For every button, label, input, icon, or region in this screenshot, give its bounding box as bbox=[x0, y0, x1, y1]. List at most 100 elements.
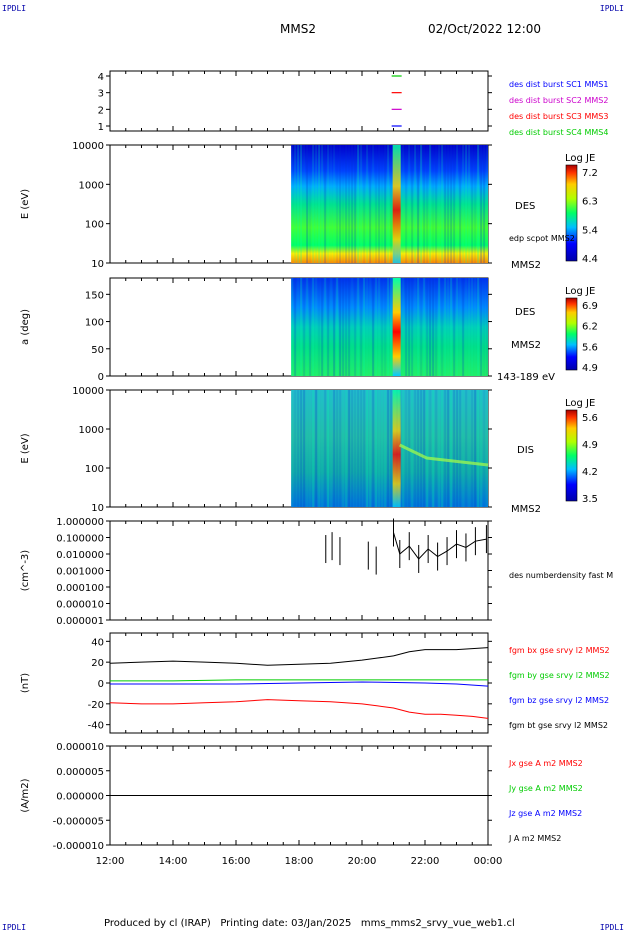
panel2-y-tick-label: 100 bbox=[85, 220, 104, 231]
panel3-stripe bbox=[345, 278, 348, 376]
panel3-stripe bbox=[408, 278, 411, 376]
panel4-stripe bbox=[480, 390, 483, 507]
panel4-stripe bbox=[435, 390, 438, 507]
panel4-stripe bbox=[324, 390, 327, 507]
x-tick-label: 00:00 bbox=[474, 856, 503, 867]
panel3-spectrogram-fill bbox=[291, 278, 488, 376]
panel3-stripe bbox=[429, 278, 432, 376]
panel2-stripe bbox=[435, 145, 438, 263]
panel4-stripe bbox=[369, 390, 372, 507]
panel2-stripe bbox=[474, 145, 477, 263]
panel2-stripe bbox=[306, 145, 309, 263]
panel4-stripe bbox=[483, 390, 486, 507]
panel2-stripe bbox=[417, 145, 420, 263]
panel3-stripe bbox=[417, 278, 420, 376]
panel3-stripe bbox=[336, 278, 339, 376]
panel2-stripe bbox=[453, 145, 456, 263]
x-tick-label: 18:00 bbox=[285, 856, 314, 867]
panel2-stripe bbox=[420, 145, 423, 263]
panel4-stripe bbox=[318, 390, 321, 507]
panel7-legend-2: Jy gse A m2 MMS2 bbox=[508, 784, 583, 793]
panel3-stripe bbox=[294, 278, 297, 376]
panel7-y-label: (A/m2) bbox=[20, 778, 31, 812]
panel5-y-label: (cm^-3) bbox=[20, 550, 31, 591]
plot-layer: 1 2 3 4 des dist burst SC1 MMS1 des dist burs… bbox=[20, 70, 613, 867]
panel3-stripe bbox=[306, 278, 309, 376]
panel4-stripe bbox=[321, 390, 324, 507]
panel5-y-tick-label: 0.000100 bbox=[56, 583, 104, 594]
panel4-stripe bbox=[336, 390, 339, 507]
panel3-colorbar-tick: 5.6 bbox=[582, 342, 598, 353]
x-tick-label: 14:00 bbox=[159, 856, 188, 867]
panel2-stripe bbox=[423, 145, 426, 263]
panel7-y-tick-label: 0.000010 bbox=[56, 742, 104, 753]
panel4-stripe bbox=[303, 390, 306, 507]
panel3-stripe bbox=[354, 278, 357, 376]
panel4-stripe bbox=[447, 390, 450, 507]
panel1-legend-1: des dist burst SC1 MMS1 bbox=[509, 80, 608, 89]
panel2-stripe bbox=[312, 145, 315, 263]
panel2-stripe bbox=[438, 145, 441, 263]
panel2-colorbar-tick: 7.2 bbox=[582, 168, 598, 179]
panel4-stripe bbox=[477, 390, 480, 507]
panel4-stripe bbox=[390, 390, 393, 507]
panel6-y-tick-label: 20 bbox=[91, 658, 104, 669]
panel2-stripe bbox=[339, 145, 342, 263]
panel3-event-column bbox=[392, 278, 401, 376]
panel2-stripe bbox=[468, 145, 471, 263]
panel4-stripe bbox=[387, 390, 390, 507]
panel2-stripe bbox=[432, 145, 435, 263]
panel2-stripe bbox=[405, 145, 408, 263]
panel2-stripe bbox=[450, 145, 453, 263]
panel2-colorbar-tick: 6.3 bbox=[582, 197, 598, 208]
panel4-stripe bbox=[330, 390, 333, 507]
panel-frame-5 bbox=[109, 520, 489, 621]
panel3-stripe bbox=[447, 278, 450, 376]
panel3-stripe bbox=[309, 278, 312, 376]
panel2-stripe bbox=[414, 145, 417, 263]
panel4-stripe bbox=[360, 390, 363, 507]
panel4-colorbar-tick: 4.9 bbox=[582, 440, 598, 451]
panel4-colorbar-tick: 5.6 bbox=[582, 413, 598, 424]
x-tick-label: 20:00 bbox=[348, 856, 377, 867]
panel2-stripe bbox=[402, 145, 405, 263]
panel2-stripe bbox=[477, 145, 480, 263]
panel4-stripe bbox=[474, 390, 477, 507]
panel3-stripe bbox=[369, 278, 372, 376]
panel3-stripe bbox=[297, 278, 300, 376]
panel3-stripe bbox=[411, 278, 414, 376]
panel6-legend-3: fgm bz gse srvy l2 MMS2 bbox=[509, 696, 609, 705]
panel3-stripe bbox=[444, 278, 447, 376]
panel4-stripe bbox=[372, 390, 375, 507]
panel4-stripe bbox=[429, 390, 432, 507]
panel5-y-tick-label: 0.010000 bbox=[56, 550, 104, 561]
panel2-y-tick-label: 1000 bbox=[79, 180, 104, 191]
panel3-stripe bbox=[435, 278, 438, 376]
panel4-stripe bbox=[312, 390, 315, 507]
panel3-y-tick-label: 50 bbox=[91, 345, 104, 356]
panel2-stripe bbox=[447, 145, 450, 263]
panel4-stripe bbox=[339, 390, 342, 507]
panel1-y-tick-label: 3 bbox=[98, 89, 104, 100]
panel2-stripe bbox=[426, 145, 429, 263]
panel3-stripe bbox=[453, 278, 456, 376]
corner-top-left: IPDLI bbox=[2, 4, 27, 13]
panel2-y-tick-label: 10000 bbox=[72, 141, 104, 152]
panel5-y-tick-label: 0.100000 bbox=[56, 534, 104, 545]
header-mission: MMS2 bbox=[280, 22, 316, 36]
panel4-colorbar-tick: 4.2 bbox=[582, 467, 598, 478]
panel3-stripe bbox=[363, 278, 366, 376]
panel2-stripe bbox=[480, 145, 483, 263]
panel2-stripe bbox=[444, 145, 447, 263]
panel3-colorbar-tick: 4.9 bbox=[582, 363, 598, 374]
panel3-colorbar-tick: 6.9 bbox=[582, 301, 598, 312]
panel2-stripe bbox=[429, 145, 432, 263]
panel3-stripe bbox=[465, 278, 468, 376]
panel3-stripe bbox=[366, 278, 369, 376]
panel2-colorbar-title: Log JE bbox=[565, 153, 595, 164]
panel3-stripe bbox=[423, 278, 426, 376]
panel7-y-tick-label: -0.000010 bbox=[53, 841, 104, 852]
panel7-legend-1: Jx gse A m2 MMS2 bbox=[508, 759, 583, 768]
panel2-stripe bbox=[408, 145, 411, 263]
